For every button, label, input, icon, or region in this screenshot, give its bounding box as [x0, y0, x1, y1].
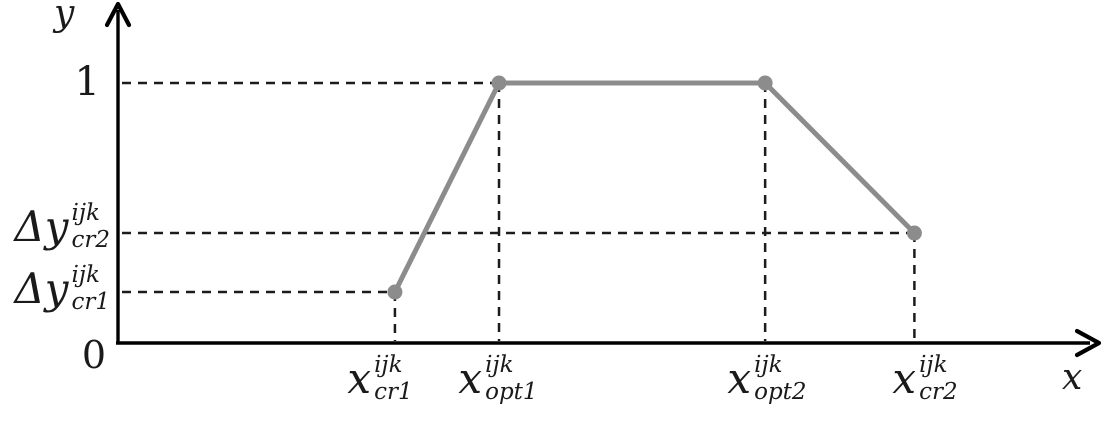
dy-cr1-sup: ijk [71, 262, 100, 288]
x-cr1-sub: cr1 [374, 379, 413, 405]
dy-cr1-label: Δy ijk cr1 [0, 264, 110, 314]
curve-point-x-opt2 [757, 75, 773, 91]
origin-label: 0 [81, 333, 106, 377]
x-cr1-sup: ijk [374, 352, 403, 378]
dy-cr2-base: Δy [14, 202, 69, 251]
y-axis-arrow-icon [104, 1, 132, 28]
dy-cr2-label: Δy ijk cr2 [0, 202, 110, 252]
x-opt2-label: x ijk opt2 [702, 354, 832, 404]
y-tick-one: 1 [74, 59, 100, 105]
x-opt2-base: x [727, 354, 752, 403]
x-opt2-sub: opt2 [754, 379, 807, 405]
x-cr1-base: x [347, 354, 372, 403]
x-opt1-sup: ijk [485, 352, 514, 378]
x-cr2-base: x [892, 354, 917, 403]
x-axis-label: x [1062, 357, 1083, 398]
dy-cr2-sup: ijk [71, 200, 100, 226]
x-cr1-label: x ijk cr1 [315, 354, 445, 404]
x-cr2-sub: cr2 [919, 379, 958, 405]
x-opt1-sub: opt1 [485, 379, 538, 405]
x-axis-arrow-icon [1074, 328, 1102, 358]
x-opt2-sup: ijk [754, 352, 783, 378]
x-opt1-base: x [458, 354, 483, 403]
membership-curve [392, 80, 917, 295]
x-opt1-label: x ijk opt1 [433, 354, 563, 404]
curve-point-x-opt1 [491, 75, 507, 91]
dy-cr2-sub: cr2 [71, 227, 110, 253]
dy-cr1-base: Δy [14, 264, 69, 313]
x-cr2-label: x ijk cr2 [860, 354, 990, 404]
x-cr2-sup: ijk [919, 352, 948, 378]
curve-point-x-cr2 [906, 225, 922, 241]
dy-cr1-sub: cr1 [71, 289, 110, 315]
curve-point-x-cr1 [387, 284, 403, 300]
y-axis-label: y [54, 0, 75, 34]
